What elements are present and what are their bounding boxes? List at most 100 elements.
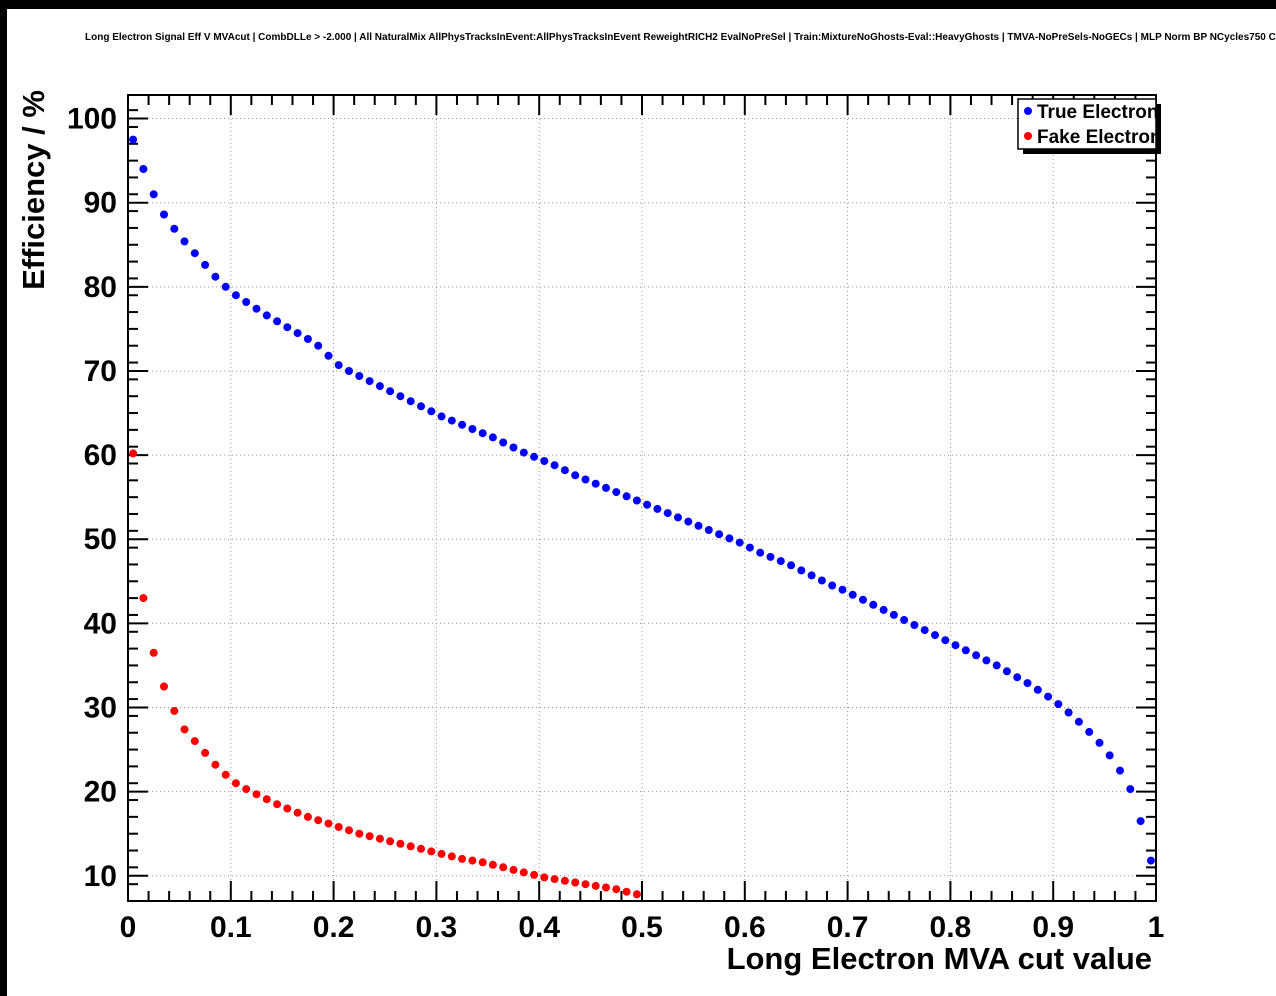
data-point xyxy=(951,641,960,650)
data-point xyxy=(1126,785,1135,794)
y-tick-label: 100 xyxy=(67,103,117,136)
y-tick-label: 60 xyxy=(84,439,117,472)
data-point xyxy=(427,407,436,416)
data-point xyxy=(139,165,148,173)
series-fake-electron xyxy=(129,449,641,899)
data-point xyxy=(365,377,374,386)
data-point xyxy=(838,585,847,594)
x-tick-label: 0.4 xyxy=(518,911,560,944)
data-point xyxy=(242,298,251,306)
data-point xyxy=(221,770,230,779)
data-point xyxy=(622,492,631,501)
y-tick-labels: 10 20 30 40 50 60 70 80 90 100 xyxy=(67,103,117,893)
data-point xyxy=(540,457,549,465)
data-point xyxy=(961,646,970,655)
data-point xyxy=(499,863,508,872)
data-point xyxy=(632,890,641,899)
data-point xyxy=(499,438,508,447)
data-point xyxy=(355,372,364,380)
x-tick-label: 0.7 xyxy=(827,911,869,944)
data-point xyxy=(931,631,939,640)
data-point xyxy=(303,812,312,821)
data-point xyxy=(293,329,302,338)
data-point xyxy=(704,526,713,534)
x-tick-labels: 0 0.1 0.2 0.3 0.4 0.5 0.6 0.7 0.8 0.9 1 xyxy=(120,911,1165,944)
data-point xyxy=(231,291,240,300)
data-point xyxy=(488,433,497,442)
data-point xyxy=(406,397,415,406)
data-point xyxy=(149,648,158,657)
data-point xyxy=(869,600,878,609)
data-point xyxy=(324,351,333,360)
data-point xyxy=(447,416,456,425)
data-point xyxy=(262,311,271,320)
data-point xyxy=(663,509,672,518)
data-point xyxy=(612,885,621,894)
data-point xyxy=(519,868,528,877)
data-point xyxy=(458,854,467,863)
data-point xyxy=(375,382,384,391)
data-point xyxy=(334,823,343,831)
canvas-left-border xyxy=(0,0,7,996)
data-point xyxy=(396,839,405,848)
y-tick-label: 20 xyxy=(84,776,117,809)
data-point xyxy=(293,808,302,817)
data-point xyxy=(941,636,950,645)
legend-marker-true-electron xyxy=(1024,107,1032,115)
y-tick-label: 50 xyxy=(84,523,117,556)
data-point xyxy=(365,832,374,841)
data-point xyxy=(848,590,857,599)
data-point xyxy=(334,361,343,370)
data-point xyxy=(190,249,199,258)
data-point xyxy=(273,800,282,809)
data-point xyxy=(437,849,446,858)
data-point xyxy=(622,887,631,896)
x-tick-label: 1 xyxy=(1148,911,1165,944)
data-point xyxy=(221,282,230,291)
data-point xyxy=(560,876,569,885)
data-point xyxy=(386,387,395,396)
data-point xyxy=(1064,708,1073,717)
y-tick-label: 90 xyxy=(84,187,117,220)
data-point xyxy=(581,880,590,889)
data-point xyxy=(1002,667,1011,676)
data-point xyxy=(632,496,641,505)
data-point xyxy=(129,135,138,144)
data-point xyxy=(201,748,210,757)
axis-ticks xyxy=(127,95,1157,902)
plot-frame xyxy=(127,94,1157,902)
data-point xyxy=(488,860,497,869)
x-tick-label: 0.3 xyxy=(416,911,458,944)
data-point xyxy=(684,517,693,526)
x-tick-label: 0.8 xyxy=(930,911,972,944)
data-point xyxy=(139,594,148,603)
data-point xyxy=(324,819,333,828)
data-point xyxy=(468,425,477,433)
data-point xyxy=(972,651,981,660)
data-point xyxy=(345,826,353,835)
data-point xyxy=(900,616,909,624)
data-point xyxy=(694,521,703,530)
data-point xyxy=(478,429,487,438)
data-point xyxy=(1074,717,1083,726)
data-point xyxy=(509,865,518,874)
data-point xyxy=(1085,727,1094,736)
data-point xyxy=(231,779,240,788)
data-point xyxy=(817,576,826,585)
data-point xyxy=(920,626,929,635)
data-point xyxy=(468,856,477,865)
x-axis-title: Long Electron MVA cut value xyxy=(727,941,1152,976)
data-point xyxy=(1023,679,1032,688)
data-point xyxy=(447,852,456,861)
data-point xyxy=(386,837,395,846)
data-point xyxy=(273,317,282,326)
y-tick-label: 30 xyxy=(84,691,117,724)
canvas-top-border xyxy=(0,0,1276,9)
x-tick-label: 0.9 xyxy=(1032,911,1074,944)
data-point xyxy=(458,420,467,429)
data-point xyxy=(129,449,138,458)
data-point xyxy=(509,443,518,452)
x-tick-label: 0.5 xyxy=(621,911,663,944)
data-point xyxy=(211,272,220,281)
